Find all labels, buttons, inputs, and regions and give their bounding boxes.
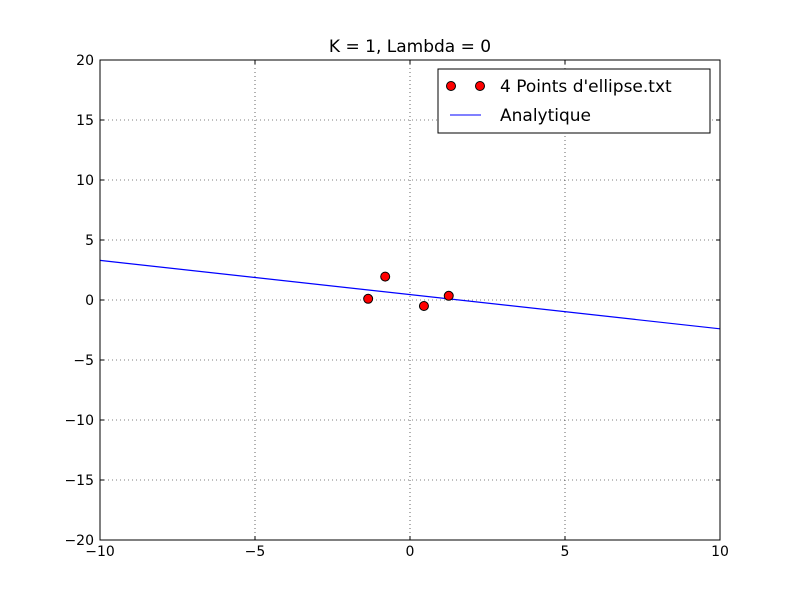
data-point	[380, 271, 391, 282]
chart-title: K = 1, Lambda = 0	[329, 37, 491, 57]
legend-label-points: 4 Points d'ellipse.txt	[500, 77, 672, 97]
legend: 4 Points d'ellipse.txt Analytique	[437, 68, 711, 134]
y-tick-label: −10	[64, 413, 94, 429]
data-point	[443, 290, 454, 301]
y-tick-label: 0	[85, 293, 94, 309]
y-tick-label: −20	[64, 533, 94, 549]
series-layer	[99, 259, 721, 330]
x-tick-label: 0	[406, 544, 415, 560]
y-tick-label: 15	[76, 113, 94, 129]
legend-label-analytique: Analytique	[500, 106, 591, 126]
legend-frame	[437, 68, 711, 134]
y-tick-label: −15	[64, 473, 94, 489]
data-point	[418, 301, 429, 311]
x-tick-label: 5	[561, 544, 570, 560]
legend-marker-1	[446, 81, 456, 91]
x-tick-label: −5	[245, 544, 266, 560]
y-tick-label: −5	[73, 353, 94, 369]
y-tick-label: 5	[85, 233, 94, 249]
y-tick-label: 20	[76, 53, 94, 69]
x-tick-label: 10	[711, 544, 729, 560]
analytic-line	[99, 259, 721, 330]
axis-ticks: −10 −5 0 5 10 −20 −15 −10 −5 0 5 10 15 20	[64, 53, 728, 560]
x-tick-label: −10	[85, 544, 115, 560]
legend-marker-2	[475, 81, 485, 91]
y-tick-label: 10	[76, 173, 94, 189]
data-point	[363, 293, 374, 304]
